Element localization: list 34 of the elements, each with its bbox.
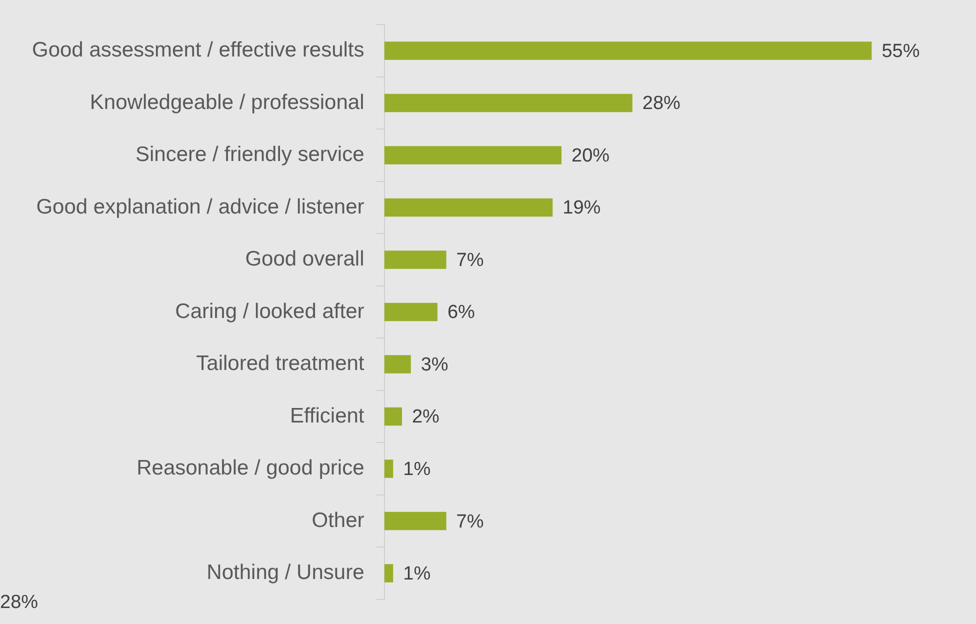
y-tick-label: Other: [312, 508, 364, 532]
data-label: 7%: [456, 511, 484, 532]
bar: [384, 146, 562, 164]
bar: [384, 250, 446, 269]
y-tick-label: Efficient: [290, 404, 364, 428]
bar: [384, 407, 402, 426]
y-tick-label: Good assessment / effective results: [32, 38, 364, 62]
y-tick-label: Reasonable / good price: [136, 456, 364, 480]
bar: [384, 355, 411, 374]
data-label: 6%: [447, 302, 476, 324]
y-tick-label: Caring / looked after: [175, 300, 364, 323]
y-tick-label: Good overall: [245, 248, 364, 271]
bar: [384, 512, 446, 530]
data-label: 7%: [456, 250, 484, 271]
y-tick-label: Knowledgeable / professional: [90, 90, 364, 114]
bar: [384, 460, 394, 478]
data-label: 19%: [562, 198, 601, 219]
bar: [384, 94, 632, 112]
bar: [384, 302, 438, 322]
data-label: 55%: [882, 40, 920, 62]
data-label: 1%: [403, 564, 431, 585]
bar: [384, 564, 394, 582]
y-tick-label: Tailored treatment: [196, 352, 364, 376]
y-tick-label: Good explanation / advice / listener: [36, 195, 364, 218]
data-label: 3%: [420, 354, 448, 376]
data-label: 1%: [403, 459, 431, 480]
text: 28%: [0, 592, 38, 614]
data-label: 28%: [642, 93, 681, 114]
data-label: 20%: [572, 145, 610, 166]
y-tick-label: Nothing / Unsure: [206, 561, 364, 584]
bar: [384, 198, 553, 217]
data-label: 2%: [412, 406, 440, 428]
y-tick-label: Sincere / friendly service: [136, 143, 364, 166]
bar: [384, 42, 872, 60]
